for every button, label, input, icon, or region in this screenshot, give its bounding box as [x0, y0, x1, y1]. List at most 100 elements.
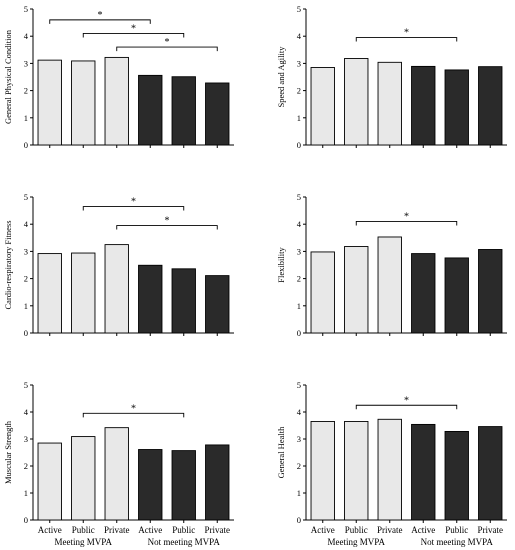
bar-4 [138, 74, 163, 146]
bar-5 [171, 76, 196, 146]
significance-mark-2: * [131, 23, 136, 34]
x-tick-label: Public [345, 525, 368, 535]
y-tick-label: 5 [297, 4, 301, 14]
bar-3 [104, 56, 129, 146]
bar-6 [478, 66, 503, 146]
bar-1 [310, 251, 335, 334]
significance-bracket-1 [82, 206, 185, 211]
chart-panel-4: 0 1 2 3 4 5 Flexibility * [276, 192, 507, 338]
bar-4 [138, 449, 163, 521]
bar-2 [71, 436, 96, 521]
y-tick-label: 0 [297, 140, 301, 150]
y-tick-label: 1 [297, 113, 301, 123]
x-tick-label: Private [377, 525, 403, 535]
y-tick-label: 5 [297, 192, 301, 202]
significance-bracket-2 [116, 225, 218, 230]
y-tick-label: 4 [24, 31, 29, 41]
y-tick-label: 5 [297, 380, 301, 390]
y-axis-label: Flexibility [276, 247, 286, 283]
bar-6 [205, 275, 230, 334]
y-tick-label: 5 [24, 192, 28, 202]
bar-4 [411, 423, 436, 521]
y-tick-label: 3 [24, 434, 28, 444]
bar-4 [411, 65, 436, 146]
chart-panel-5: 0 1 2 3 4 5 Muscular Strength Active Public Priva… [3, 380, 234, 547]
bar-6 [205, 444, 230, 521]
x-tick-label: Active [411, 525, 435, 535]
y-axis-label: General Physical Condition [3, 29, 13, 124]
group-label-meeting: Meeting MVPA [55, 537, 113, 547]
significance-mark-1: * [98, 10, 103, 21]
significance-bracket-1 [355, 221, 458, 226]
y-tick-label: 0 [24, 140, 28, 150]
significance-mark-1: * [404, 395, 409, 406]
bar-3 [377, 61, 402, 146]
bar-2 [71, 252, 96, 334]
y-axis-label: General Health [276, 426, 286, 478]
bar-1 [37, 59, 62, 146]
bar-1 [310, 67, 335, 146]
y-tick-label: 0 [24, 515, 28, 525]
bar-3 [377, 418, 402, 521]
x-tick-label: Public [72, 525, 95, 535]
chart-panel-6: 0 1 2 3 4 5 General Health Active Public Private A… [276, 380, 507, 547]
group-label-not-meeting: Not meeting MVPA [148, 537, 221, 547]
y-tick-label: 5 [24, 4, 28, 14]
significance-bracket-1 [355, 37, 458, 42]
bar-6 [478, 426, 503, 521]
bar-3 [377, 236, 402, 334]
y-tick-label: 4 [24, 219, 29, 229]
significance-mark-1: * [404, 211, 409, 222]
significance-mark-3: * [165, 37, 170, 48]
y-tick-label: 3 [297, 246, 301, 256]
y-tick-label: 1 [24, 488, 28, 498]
group-label-meeting: Meeting MVPA [328, 537, 386, 547]
y-tick-label: 2 [24, 86, 28, 96]
significance-mark-1: * [131, 197, 136, 208]
x-tick-label: Public [172, 525, 195, 535]
bar-5 [444, 69, 469, 146]
y-axis-label: Cardio-respiratory Fitness [3, 221, 13, 310]
y-tick-label: 3 [24, 246, 28, 256]
y-axis-label: Speed and Agility [276, 46, 286, 108]
bar-2 [71, 60, 96, 146]
y-tick-label: 2 [297, 274, 301, 284]
y-tick-label: 3 [24, 58, 28, 68]
y-tick-label: 2 [24, 461, 28, 471]
y-tick-label: 1 [297, 488, 301, 498]
bar-5 [171, 268, 196, 334]
x-tick-label: Public [445, 525, 468, 535]
x-tick-label: Private [205, 525, 231, 535]
y-tick-label: 0 [297, 328, 301, 338]
y-tick-label: 2 [24, 274, 28, 284]
bar-4 [411, 253, 436, 334]
group-label-not-meeting: Not meeting MVPA [421, 537, 494, 547]
y-tick-label: 2 [297, 86, 301, 96]
y-tick-label: 3 [297, 434, 301, 444]
y-tick-label: 1 [24, 113, 28, 123]
y-tick-label: 4 [297, 219, 302, 229]
bar-5 [444, 430, 469, 521]
y-tick-label: 4 [297, 31, 302, 41]
bar-5 [171, 450, 196, 521]
bar-1 [310, 421, 335, 521]
chart-panel-2: 0 1 2 3 4 5 Speed and Agility * [276, 4, 507, 150]
y-tick-label: 3 [297, 58, 301, 68]
x-tick-label: Active [311, 525, 335, 535]
chart-panel-3: 0 1 2 3 4 5 Cardio-respiratory Fitness * * [3, 192, 234, 338]
bar-6 [478, 249, 503, 334]
bar-3 [104, 427, 129, 521]
significance-bracket-2 [82, 33, 185, 38]
x-tick-label: Active [138, 525, 162, 535]
y-axis-label: Muscular Strength [3, 420, 13, 484]
y-tick-label: 2 [297, 461, 301, 471]
x-tick-label: Private [104, 525, 130, 535]
significance-bracket-1 [49, 19, 151, 24]
x-tick-label: Private [478, 525, 504, 535]
bar-1 [37, 253, 62, 334]
bar-4 [138, 264, 163, 334]
bar-5 [444, 257, 469, 334]
bar-1 [37, 442, 62, 521]
y-tick-label: 0 [297, 515, 301, 525]
